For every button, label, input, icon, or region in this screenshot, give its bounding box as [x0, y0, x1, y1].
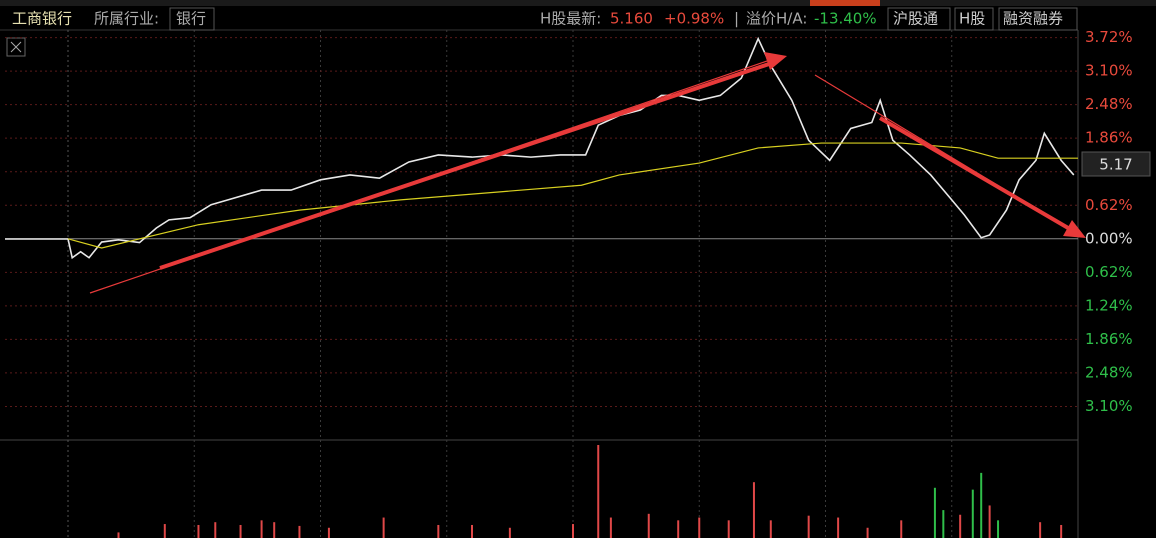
- y-tick-label: 1.86%: [1085, 330, 1133, 348]
- tag-box[interactable]: [998, 7, 1078, 31]
- industry[interactable]: 银行: [176, 10, 206, 28]
- tag-box[interactable]: [887, 7, 951, 31]
- y-tick-label: 0.62%: [1085, 196, 1133, 214]
- h-share-change: +0.98%: [664, 10, 724, 28]
- y-tick-label: 3.10%: [1085, 397, 1133, 415]
- industry-box[interactable]: [169, 7, 215, 31]
- series-line: [67, 142, 1078, 249]
- industry-label: 所属行业:: [94, 10, 159, 28]
- arrow-head: [1063, 220, 1086, 238]
- y-tick-label: 0.62%: [1085, 263, 1133, 281]
- arrow-head: [764, 52, 787, 70]
- close-icon-x: [10, 41, 22, 53]
- tag[interactable]: 融资融券: [1003, 10, 1063, 28]
- active-tab: [810, 0, 880, 6]
- top-strip: [0, 0, 1156, 6]
- y-tick-label: 3.72%: [1085, 28, 1133, 46]
- current-price-label: 5.17: [1099, 156, 1132, 174]
- premium: -13.40%: [814, 10, 877, 28]
- y-tick-label: 1.86%: [1085, 129, 1133, 147]
- h-share-label: H股最新:: [540, 10, 601, 28]
- trend-arrow-up-thick: [159, 60, 776, 270]
- tag[interactable]: H股: [959, 10, 985, 28]
- y-tick-label: 1.24%: [1085, 296, 1133, 314]
- trend-arrow-down-thick: [878, 116, 1077, 234]
- y-tick-label: 2.48%: [1085, 95, 1133, 113]
- y-tick-label: 3.10%: [1085, 62, 1133, 80]
- h-share-price: 5.160: [610, 10, 653, 28]
- tag-box[interactable]: [954, 7, 994, 31]
- premium-label: 溢价H/A:: [746, 10, 807, 28]
- current-price-box: [1081, 151, 1151, 177]
- separator: |: [734, 10, 739, 28]
- stock-name: 工商银行: [12, 10, 72, 28]
- series-line: [67, 36, 1075, 260]
- tag[interactable]: 沪股通: [893, 10, 938, 28]
- y-tick-label: 2.48%: [1085, 363, 1133, 381]
- y-tick-label: 0.00%: [1085, 229, 1133, 247]
